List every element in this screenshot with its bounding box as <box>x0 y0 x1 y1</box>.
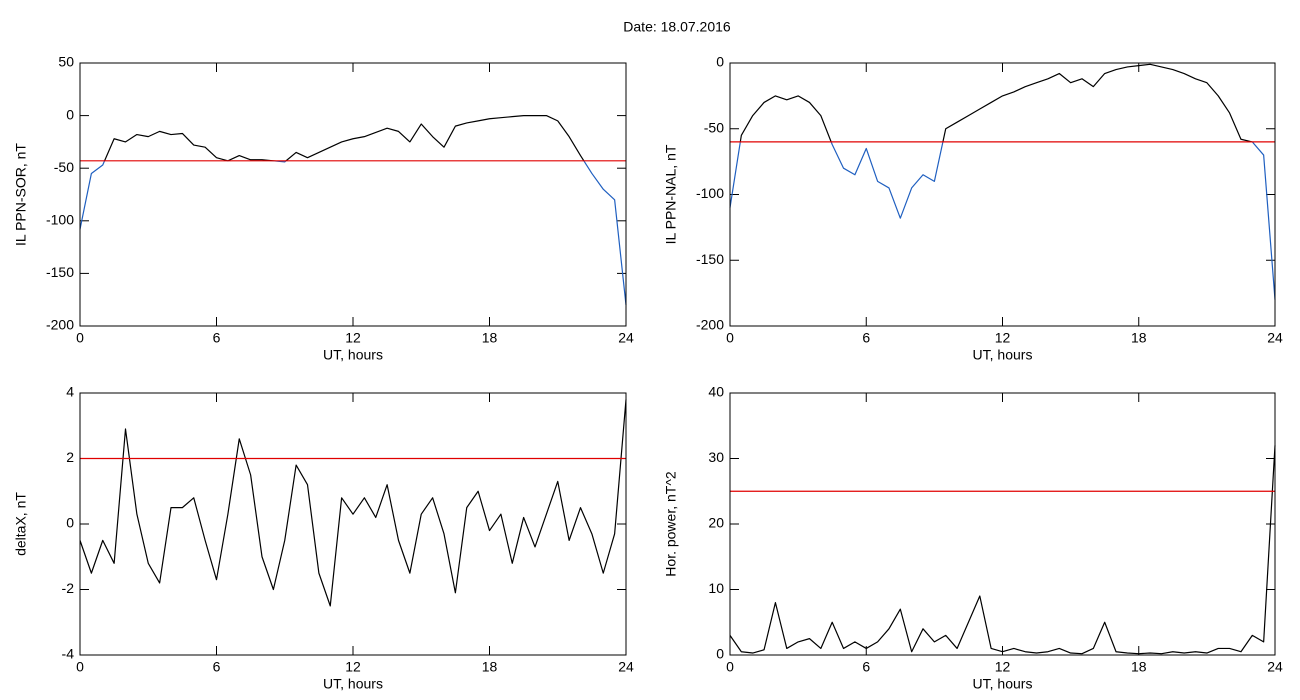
data-line <box>79 115 627 306</box>
y-tick-label: 10 <box>708 580 724 596</box>
x-axis-label: UT, hours <box>973 676 1033 692</box>
x-tick-label: 6 <box>213 659 221 675</box>
y-tick-label: 4 <box>66 384 74 400</box>
y-tick-label: -50 <box>54 159 74 175</box>
x-tick-label: 18 <box>482 330 498 346</box>
plot-frame <box>729 62 1276 327</box>
x-tick-label: 18 <box>1131 330 1147 346</box>
x-axis-label: UT, hours <box>323 347 383 363</box>
x-tick-label: 12 <box>345 330 361 346</box>
x-axis-label: UT, hours <box>973 347 1033 363</box>
plot-frame <box>729 392 1276 656</box>
panel: 40 30 20 10 00 6 12 18 24 UT, hours Hor. power, nT… <box>663 384 1283 692</box>
data-line <box>729 63 1276 300</box>
y-tick-label: 2 <box>66 449 74 465</box>
x-tick-label: 24 <box>1267 659 1283 675</box>
y-axis-label: IL PPN-NAL, nT <box>663 144 679 244</box>
x-tick-label: 12 <box>995 659 1011 675</box>
y-axis-label: deltaX, nT <box>13 492 29 556</box>
y-tick-label: -100 <box>46 212 74 228</box>
y-axis-label: IL PPN-SOR, nT <box>13 143 29 246</box>
x-axis-label: UT, hours <box>323 676 383 692</box>
y-tick-label: 0 <box>66 106 74 122</box>
data-line <box>729 445 1276 655</box>
y-tick-label: 30 <box>708 449 724 465</box>
x-tick-label: 24 <box>1267 330 1283 346</box>
figure-title: Date: 18.07.2016 <box>623 19 731 35</box>
plot-frame <box>79 392 627 656</box>
x-tick-label: 24 <box>618 330 634 346</box>
x-tick-label: 6 <box>213 330 221 346</box>
x-tick-label: 12 <box>995 330 1011 346</box>
plot-frame <box>79 62 627 327</box>
y-tick-label: 0 <box>716 54 724 70</box>
y-tick-label: -150 <box>696 251 724 267</box>
x-tick-label: 12 <box>345 659 361 675</box>
x-tick-label: 0 <box>76 659 84 675</box>
x-tick-label: 18 <box>1131 659 1147 675</box>
x-tick-label: 0 <box>726 330 734 346</box>
y-tick-label: 20 <box>708 515 724 531</box>
y-tick-label: -200 <box>696 317 724 333</box>
y-tick-label: 0 <box>716 646 724 662</box>
y-tick-label: -100 <box>696 185 724 201</box>
x-tick-label: 6 <box>862 330 870 346</box>
x-tick-label: 0 <box>76 330 84 346</box>
y-tick-label: 50 <box>58 54 74 70</box>
y-axis-label: Hor. power, nT^2 <box>663 471 679 577</box>
data-line <box>79 399 627 607</box>
y-tick-label: 40 <box>708 384 724 400</box>
y-tick-label: 0 <box>66 515 74 531</box>
y-tick-label: -50 <box>704 119 724 135</box>
x-tick-label: 6 <box>862 659 870 675</box>
y-tick-label: -2 <box>62 580 75 596</box>
y-tick-label: -4 <box>62 646 75 662</box>
x-tick-label: 24 <box>618 659 634 675</box>
y-tick-label: -200 <box>46 317 74 333</box>
y-tick-label: -150 <box>46 264 74 280</box>
x-tick-label: 0 <box>726 659 734 675</box>
x-tick-label: 18 <box>482 659 498 675</box>
